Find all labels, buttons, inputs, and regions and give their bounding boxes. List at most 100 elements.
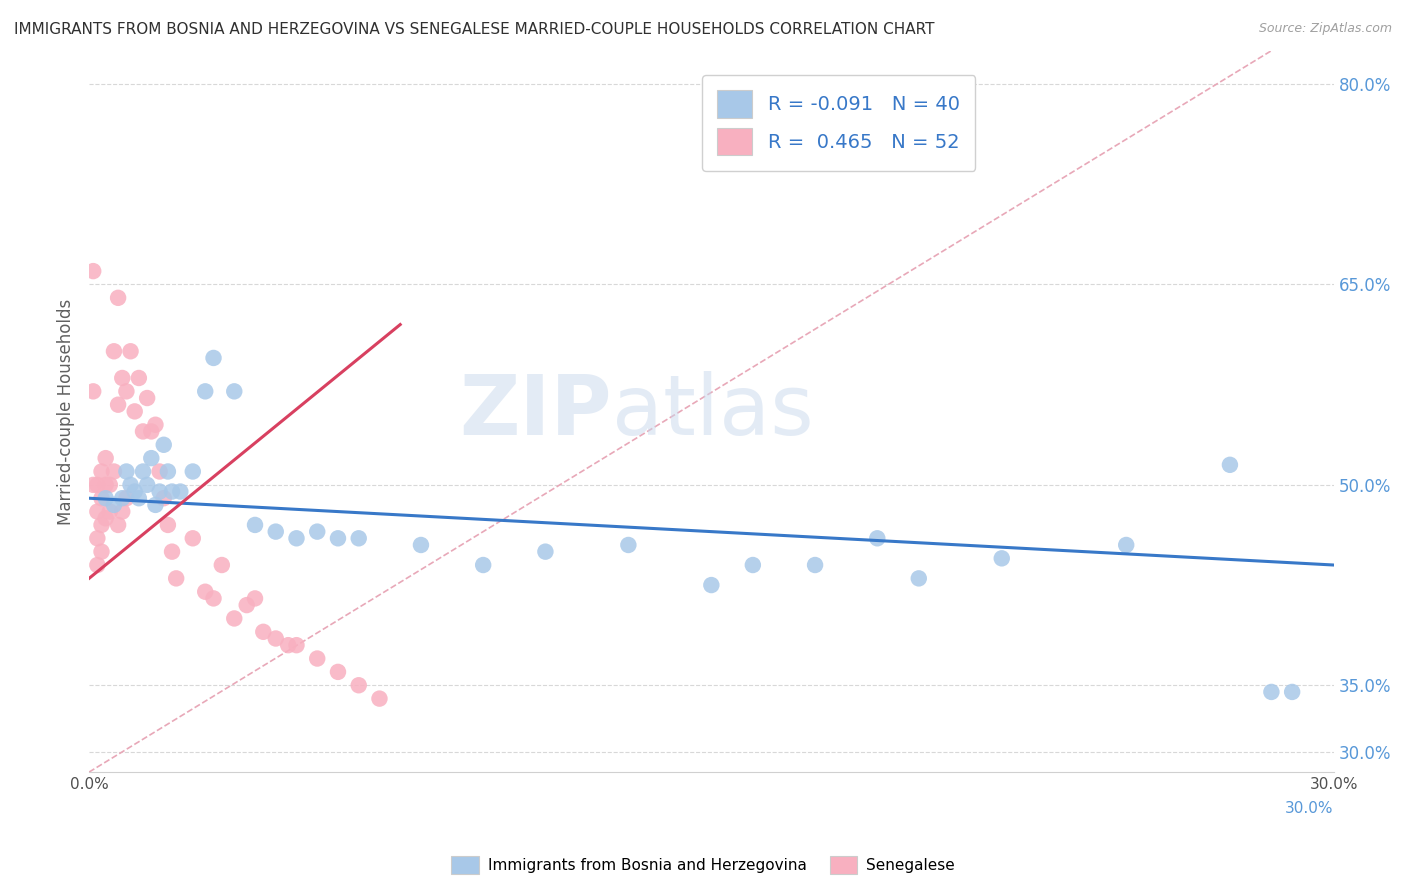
Legend: Immigrants from Bosnia and Herzegovina, Senegalese: Immigrants from Bosnia and Herzegovina, … xyxy=(444,850,962,880)
Point xyxy=(82,384,104,399)
Point xyxy=(141,425,163,439)
Point xyxy=(82,264,104,278)
Point xyxy=(617,538,640,552)
Point xyxy=(86,531,108,545)
Point xyxy=(804,558,827,572)
Point xyxy=(990,551,1012,566)
Point xyxy=(107,517,129,532)
Point xyxy=(115,465,138,479)
Point xyxy=(120,344,142,359)
Point xyxy=(326,665,349,679)
Point xyxy=(866,531,889,545)
Point xyxy=(1281,685,1303,699)
Point xyxy=(90,491,112,506)
Point xyxy=(145,417,167,432)
Point xyxy=(307,524,329,539)
Point xyxy=(149,465,172,479)
Point xyxy=(149,484,172,499)
Point xyxy=(194,584,217,599)
Point xyxy=(115,384,138,399)
Point xyxy=(194,384,217,399)
Point xyxy=(115,491,138,506)
Text: ZIP: ZIP xyxy=(460,371,612,452)
Legend: R = -0.091   N = 40, R =  0.465   N = 52: R = -0.091 N = 40, R = 0.465 N = 52 xyxy=(702,75,976,170)
Point xyxy=(124,484,146,499)
Point xyxy=(124,404,146,418)
Point xyxy=(98,505,121,519)
Point xyxy=(160,544,183,558)
Point xyxy=(307,651,329,665)
Point xyxy=(285,638,308,652)
Text: IMMIGRANTS FROM BOSNIA AND HERZEGOVINA VS SENEGALESE MARRIED-COUPLE HOUSEHOLDS C: IMMIGRANTS FROM BOSNIA AND HERZEGOVINA V… xyxy=(14,22,935,37)
Text: 30.0%: 30.0% xyxy=(1285,801,1334,816)
Point xyxy=(103,498,125,512)
Point xyxy=(1115,538,1137,552)
Point xyxy=(472,558,495,572)
Point xyxy=(907,571,929,585)
Point xyxy=(534,544,557,558)
Text: Source: ZipAtlas.com: Source: ZipAtlas.com xyxy=(1258,22,1392,36)
Point xyxy=(128,371,150,385)
Point xyxy=(181,531,204,545)
Point xyxy=(1219,458,1241,472)
Point xyxy=(252,624,274,639)
Point xyxy=(700,578,723,592)
Point xyxy=(243,591,266,606)
Point xyxy=(136,478,159,492)
Point xyxy=(94,491,117,506)
Point xyxy=(132,425,155,439)
Point xyxy=(90,517,112,532)
Point xyxy=(136,391,159,405)
Point xyxy=(86,505,108,519)
Point xyxy=(224,611,246,625)
Point xyxy=(264,524,287,539)
Point xyxy=(111,491,134,506)
Point xyxy=(347,531,370,545)
Point xyxy=(145,498,167,512)
Point xyxy=(277,638,299,652)
Y-axis label: Married-couple Households: Married-couple Households xyxy=(58,298,75,524)
Point xyxy=(156,465,179,479)
Point xyxy=(128,491,150,506)
Point xyxy=(94,451,117,466)
Point xyxy=(82,478,104,492)
Point xyxy=(202,591,225,606)
Point xyxy=(152,491,174,506)
Point xyxy=(90,544,112,558)
Point xyxy=(107,291,129,305)
Point xyxy=(90,465,112,479)
Point xyxy=(132,465,155,479)
Point xyxy=(181,465,204,479)
Point xyxy=(202,351,225,365)
Point xyxy=(107,398,129,412)
Point xyxy=(103,344,125,359)
Point xyxy=(165,571,187,585)
Point xyxy=(160,484,183,499)
Point xyxy=(1260,685,1282,699)
Point xyxy=(120,478,142,492)
Point xyxy=(741,558,763,572)
Point xyxy=(169,484,191,499)
Point xyxy=(86,478,108,492)
Point xyxy=(141,451,163,466)
Point xyxy=(264,632,287,646)
Point xyxy=(111,505,134,519)
Point xyxy=(98,478,121,492)
Point xyxy=(94,478,117,492)
Point xyxy=(211,558,233,572)
Point xyxy=(224,384,246,399)
Point xyxy=(326,531,349,545)
Point xyxy=(368,691,391,706)
Point xyxy=(94,511,117,525)
Text: atlas: atlas xyxy=(612,371,814,452)
Point xyxy=(409,538,432,552)
Point xyxy=(347,678,370,692)
Point xyxy=(152,438,174,452)
Point xyxy=(156,517,179,532)
Point xyxy=(103,465,125,479)
Point xyxy=(243,517,266,532)
Point xyxy=(111,371,134,385)
Point xyxy=(285,531,308,545)
Point xyxy=(86,558,108,572)
Point xyxy=(235,598,257,612)
